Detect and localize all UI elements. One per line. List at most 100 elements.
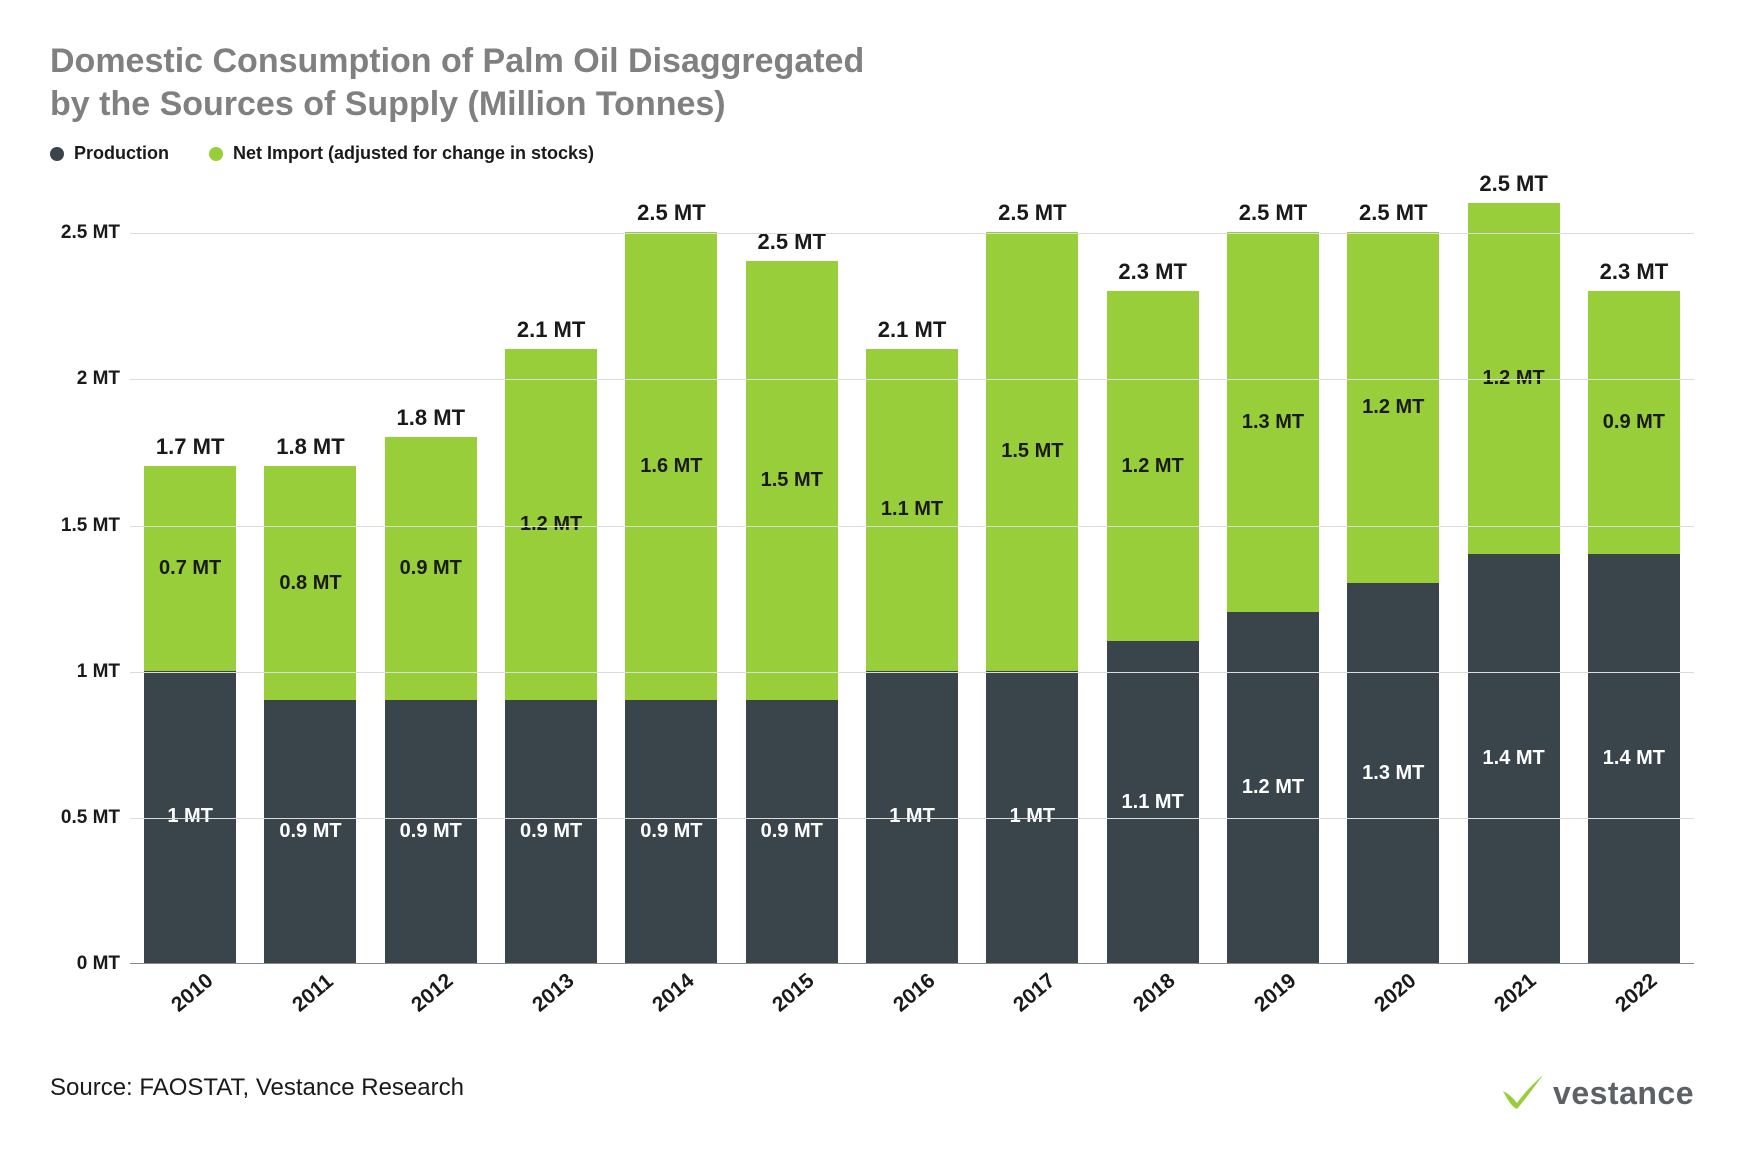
- x-axis-label: 2016: [889, 969, 940, 1017]
- bar-column: 2.3 MT0.9 MT1.4 MT2022: [1574, 204, 1694, 963]
- bar-stack: 0.8 MT0.9 MT: [264, 466, 356, 963]
- x-axis-label: 2019: [1250, 969, 1301, 1017]
- bar-segment-production: 1.4 MT: [1468, 554, 1560, 963]
- bar-segment-net-import: 1.2 MT: [1107, 291, 1199, 642]
- legend-label: Production: [74, 143, 169, 164]
- bar-segment-production: 0.9 MT: [264, 700, 356, 963]
- bar-column: 2.5 MT1.2 MT1.3 MT2020: [1333, 204, 1453, 963]
- y-axis-label: 2 MT: [50, 368, 120, 390]
- bar-column: 2.1 MT1.1 MT1 MT2016: [852, 204, 972, 963]
- bar-total-label: 2.5 MT: [1359, 200, 1427, 226]
- chart: 1.7 MT0.7 MT1 MT20101.8 MT0.8 MT0.9 MT20…: [50, 204, 1694, 1054]
- bar-total-label: 2.5 MT: [1479, 171, 1547, 197]
- x-axis-label: 2018: [1129, 969, 1180, 1017]
- legend-swatch: [209, 147, 223, 161]
- grid-line: [130, 818, 1694, 819]
- vestance-logo-icon: [1497, 1069, 1545, 1117]
- bar-column: 2.3 MT1.2 MT1.1 MT2018: [1093, 204, 1213, 963]
- plot-area: 1.7 MT0.7 MT1 MT20101.8 MT0.8 MT0.9 MT20…: [130, 204, 1694, 964]
- bar-segment-net-import: 0.9 MT: [1588, 291, 1680, 554]
- bar-column: 1.7 MT0.7 MT1 MT2010: [130, 204, 250, 963]
- bar-total-label: 2.3 MT: [1600, 259, 1668, 285]
- y-axis-label: 2.5 MT: [50, 222, 120, 244]
- bar-segment-net-import: 0.7 MT: [144, 466, 236, 671]
- bar-stack: 0.7 MT1 MT: [144, 466, 236, 963]
- vestance-logo-text: vestance: [1553, 1075, 1694, 1112]
- grid-line: [130, 526, 1694, 527]
- bar-stack: 1.3 MT1.2 MT: [1227, 232, 1319, 963]
- x-axis-label: 2021: [1490, 969, 1541, 1017]
- bar-stack: 1.2 MT1.1 MT: [1107, 291, 1199, 963]
- bar-stack: 1.1 MT1 MT: [866, 349, 958, 963]
- bar-segment-production: 0.9 MT: [625, 700, 717, 963]
- bar-stack: 1.6 MT0.9 MT: [625, 232, 717, 963]
- bar-segment-net-import: 1.5 MT: [746, 261, 838, 699]
- bar-total-label: 1.8 MT: [397, 405, 465, 431]
- legend: Production Net Import (adjusted for chang…: [50, 143, 1694, 164]
- bar-column: 2.5 MT1.3 MT1.2 MT2019: [1213, 204, 1333, 963]
- bar-stack: 1.5 MT0.9 MT: [746, 261, 838, 963]
- bar-stack: 0.9 MT1.4 MT: [1588, 291, 1680, 963]
- bar-segment-net-import: 0.8 MT: [264, 466, 356, 700]
- bar-column: 2.5 MT1.5 MT1 MT2017: [972, 204, 1092, 963]
- x-axis-label: 2012: [407, 969, 458, 1017]
- bar-total-label: 2.5 MT: [637, 200, 705, 226]
- bar-segment-net-import: 1.2 MT: [1347, 232, 1439, 583]
- x-axis-label: 2014: [648, 969, 699, 1017]
- bar-total-label: 1.7 MT: [156, 434, 224, 460]
- x-axis-label: 2013: [528, 969, 579, 1017]
- bar-column: 2.1 MT1.2 MT0.9 MT2013: [491, 204, 611, 963]
- bar-segment-net-import: 1.1 MT: [866, 349, 958, 671]
- bar-column: 1.8 MT0.9 MT0.9 MT2012: [371, 204, 491, 963]
- bar-segment-net-import: 1.6 MT: [625, 232, 717, 700]
- x-axis-label: 2022: [1611, 969, 1662, 1017]
- x-axis-label: 2010: [167, 969, 218, 1017]
- bar-segment-production: 1.3 MT: [1347, 583, 1439, 963]
- bar-segment-production: 1 MT: [144, 671, 236, 963]
- x-axis-label: 2017: [1009, 969, 1060, 1017]
- bar-total-label: 2.3 MT: [1118, 259, 1186, 285]
- bar-segment-production: 1.4 MT: [1588, 554, 1680, 963]
- bar-column: 1.8 MT0.8 MT0.9 MT2011: [250, 204, 370, 963]
- x-axis-label: 2011: [288, 970, 338, 1018]
- bar-total-label: 1.8 MT: [276, 434, 344, 460]
- legend-item: Net Import (adjusted for change in stock…: [209, 143, 594, 164]
- grid-line: [130, 672, 1694, 673]
- bar-stack: 1.2 MT0.9 MT: [505, 349, 597, 963]
- vestance-logo: vestance: [1497, 1069, 1694, 1117]
- bar-stack: 0.9 MT0.9 MT: [385, 437, 477, 963]
- bar-total-label: 2.1 MT: [517, 317, 585, 343]
- bar-total-label: 2.5 MT: [1239, 200, 1307, 226]
- chart-title: Domestic Consumption of Palm Oil Disaggr…: [50, 40, 1694, 125]
- bar-column: 2.5 MT1.2 MT1.4 MT2021: [1453, 204, 1573, 963]
- grid-line: [130, 379, 1694, 380]
- bar-stack: 1.2 MT1.4 MT: [1468, 203, 1560, 963]
- y-axis-label: 1 MT: [50, 661, 120, 683]
- bar-segment-production: 0.9 MT: [385, 700, 477, 963]
- bars-container: 1.7 MT0.7 MT1 MT20101.8 MT0.8 MT0.9 MT20…: [130, 204, 1694, 963]
- x-axis-label: 2020: [1370, 969, 1421, 1017]
- bar-segment-net-import: 1.5 MT: [986, 232, 1078, 670]
- y-axis-label: 0.5 MT: [50, 807, 120, 829]
- bar-stack: 1.2 MT1.3 MT: [1347, 232, 1439, 963]
- y-axis-label: 1.5 MT: [50, 515, 120, 537]
- bar-segment-production: 1 MT: [866, 671, 958, 963]
- legend-label: Net Import (adjusted for change in stock…: [233, 143, 594, 164]
- bar-column: 2.5 MT1.5 MT0.9 MT2015: [732, 204, 852, 963]
- title-line-1: Domestic Consumption of Palm Oil Disaggr…: [50, 40, 1694, 83]
- source-text: Source: FAOSTAT, Vestance Research: [50, 1074, 1694, 1102]
- legend-item: Production: [50, 143, 169, 164]
- legend-swatch: [50, 147, 64, 161]
- bar-segment-production: 1.2 MT: [1227, 612, 1319, 963]
- y-axis-label: 0 MT: [50, 953, 120, 975]
- title-line-2: by the Sources of Supply (Million Tonnes…: [50, 83, 1694, 126]
- x-axis-label: 2015: [768, 969, 819, 1017]
- bar-stack: 1.5 MT1 MT: [986, 232, 1078, 963]
- bar-column: 2.5 MT1.6 MT0.9 MT2014: [611, 204, 731, 963]
- bar-segment-production: 1 MT: [986, 671, 1078, 963]
- bar-segment-production: 1.1 MT: [1107, 641, 1199, 963]
- bar-total-label: 2.1 MT: [878, 317, 946, 343]
- grid-line: [130, 233, 1694, 234]
- bar-segment-production: 0.9 MT: [505, 700, 597, 963]
- bar-total-label: 2.5 MT: [998, 200, 1066, 226]
